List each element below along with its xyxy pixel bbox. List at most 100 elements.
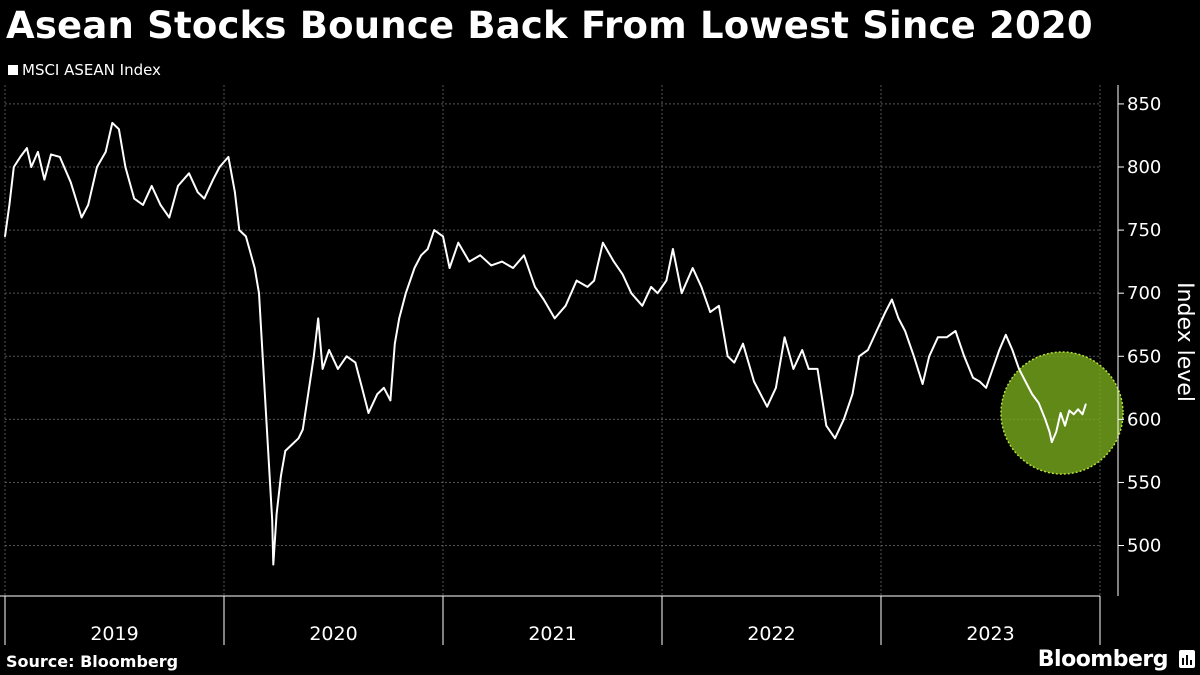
data-point-39 (275, 513, 278, 515)
data-point-141 (1068, 409, 1071, 412)
data-point-20 (150, 185, 153, 187)
data-point-45 (306, 399, 309, 402)
data-point-107 (834, 437, 836, 440)
data-point-133 (1031, 393, 1033, 395)
data-point-56 (383, 387, 385, 389)
data-point-8 (50, 153, 52, 156)
data-point-127 (991, 368, 994, 370)
data-point-58 (394, 342, 396, 345)
legend: MSCI ASEAN Index (8, 61, 161, 79)
legend-swatch (8, 65, 18, 75)
data-point-100 (775, 387, 777, 389)
data-point-38 (272, 563, 275, 566)
data-point-10 (69, 181, 72, 183)
data-point-136 (1048, 431, 1051, 433)
data-point-67 (457, 241, 460, 244)
data-point-17 (124, 166, 127, 168)
grid-lines (4, 85, 1101, 596)
data-point-105 (816, 368, 819, 370)
data-point-5 (30, 166, 33, 168)
data-point-42 (291, 443, 293, 446)
data-point-31 (238, 229, 241, 231)
data-point-13 (96, 166, 98, 168)
x-tick-label-2021: 2021 (528, 623, 576, 645)
data-point-115 (897, 317, 900, 320)
data-point-144 (1081, 413, 1084, 416)
data-point-28 (218, 166, 221, 168)
data-point-29 (227, 156, 230, 158)
data-point-123 (963, 355, 965, 358)
highlight-circle (1000, 351, 1124, 475)
data-point-63 (426, 248, 429, 250)
x-tick-label-2020: 2020 (309, 623, 357, 645)
data-point-118 (921, 383, 924, 385)
data-point-91 (691, 267, 694, 269)
data-point-62 (420, 254, 422, 257)
data-point-135 (1044, 418, 1047, 421)
data-point-0 (4, 235, 6, 238)
data-point-68 (468, 260, 471, 263)
highlight-layer (1000, 351, 1124, 475)
data-point-111 (867, 349, 869, 351)
data-point-90 (680, 292, 683, 295)
data-point-57 (389, 399, 392, 402)
data-point-86 (650, 286, 652, 288)
data-point-46 (313, 355, 315, 358)
data-point-24 (188, 172, 190, 175)
data-point-50 (337, 368, 339, 370)
data-point-142 (1072, 413, 1075, 416)
y-axis-title: Index level (1172, 282, 1197, 402)
data-point-36 (267, 443, 269, 446)
data-point-140 (1064, 424, 1066, 427)
y-tick-label-750: 750 (1127, 220, 1161, 241)
data-point-85 (641, 305, 644, 307)
x-tick-label-2023: 2023 (966, 623, 1014, 645)
data-point-82 (613, 260, 615, 263)
x-axis: 2019 2020 2021 2022 2023 (0, 595, 1101, 645)
data-point-76 (553, 317, 556, 320)
bloomberg-terminal-icon (1179, 650, 1195, 668)
data-point-12 (87, 204, 89, 206)
line-layer (4, 121, 1087, 566)
data-point-119 (928, 355, 930, 358)
data-point-35 (262, 368, 265, 370)
data-point-1 (8, 204, 11, 206)
data-point-74 (534, 286, 536, 288)
data-point-16 (118, 128, 120, 130)
y-tick-label-550: 550 (1127, 472, 1161, 493)
data-point-138 (1055, 431, 1057, 433)
data-point-55 (376, 393, 379, 395)
data-point-110 (858, 355, 860, 358)
data-point-59 (398, 317, 401, 320)
data-point-34 (258, 292, 260, 295)
y-tick-label-800: 800 (1127, 157, 1161, 178)
data-point-47 (317, 317, 320, 320)
data-point-112 (875, 330, 878, 332)
data-point-66 (448, 267, 451, 269)
data-point-70 (490, 264, 493, 267)
data-point-108 (843, 418, 845, 421)
data-point-9 (59, 156, 61, 158)
data-point-78 (575, 279, 578, 282)
y-tick-label-600: 600 (1127, 409, 1161, 430)
data-point-21 (159, 204, 162, 206)
data-point-6 (37, 151, 39, 153)
data-point-88 (665, 279, 668, 282)
data-point-132 (1024, 380, 1027, 383)
data-point-98 (753, 380, 755, 383)
data-point-101 (783, 336, 786, 339)
data-point-49 (328, 349, 330, 351)
data-point-60 (405, 292, 407, 295)
data-point-15 (111, 122, 114, 124)
data-point-79 (586, 286, 589, 288)
x-tick-label-2022: 2022 (747, 623, 795, 645)
data-point-83 (621, 273, 624, 276)
data-point-120 (937, 336, 939, 339)
data-point-109 (851, 393, 854, 395)
data-point-102 (792, 368, 795, 370)
data-point-32 (245, 235, 247, 238)
data-point-4 (26, 147, 28, 149)
data-point-128 (998, 349, 1001, 351)
data-point-30 (234, 191, 236, 193)
